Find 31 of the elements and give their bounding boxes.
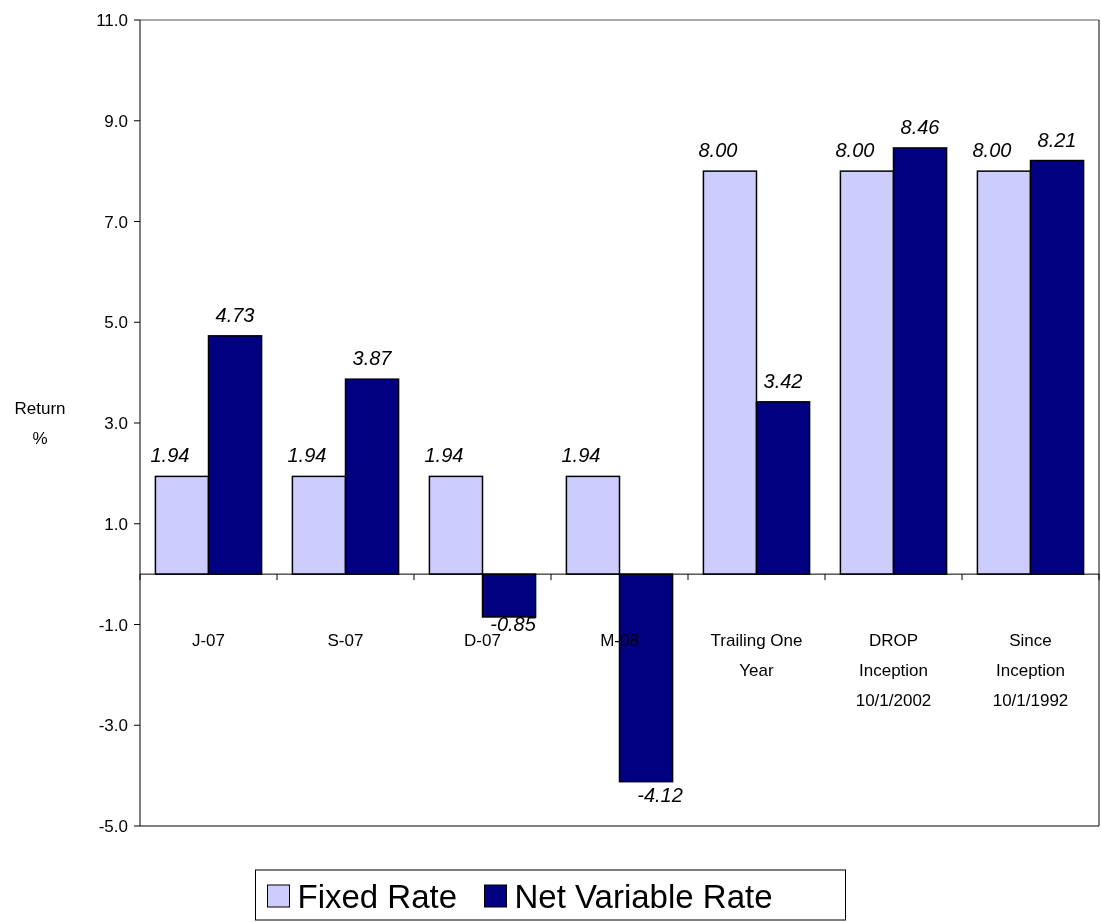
data-label: -4.12 xyxy=(637,783,683,806)
data-label: 3.87 xyxy=(352,347,393,370)
x-tick-label: J-07 xyxy=(191,631,226,651)
data-label: 1.94 xyxy=(287,444,327,467)
data-label: 8.21 xyxy=(1037,128,1077,151)
y-tick-label: 1.0 xyxy=(104,514,128,534)
y-tick-label: 7.0 xyxy=(104,212,128,232)
x-tick-label: Trailing One Year xyxy=(710,631,803,681)
data-label: 1.94 xyxy=(150,444,190,467)
y-tick-label: -5.0 xyxy=(98,817,128,836)
data-label: 8.00 xyxy=(698,139,738,162)
y-tick-label: 11.0 xyxy=(96,11,128,30)
y-tick-label: 9.0 xyxy=(104,111,128,131)
y-tick-label: 5.0 xyxy=(104,313,128,333)
data-label: 1.94 xyxy=(424,444,464,467)
y-tick-label: -1.0 xyxy=(98,615,128,635)
y-axis-title: Return % xyxy=(14,399,66,448)
x-tick-label: S-07 xyxy=(327,631,364,651)
legend-label: Net Variable Rate xyxy=(514,878,773,915)
x-tick-label: M-08 xyxy=(600,631,639,651)
data-label: 8.00 xyxy=(972,139,1012,162)
y-tick-label: 3.0 xyxy=(104,414,128,433)
x-tick-label: DROP Inception 10/1/2002 xyxy=(855,631,932,711)
data-label: 8.00 xyxy=(835,139,875,162)
y-tick-label: -3.0 xyxy=(98,716,128,736)
data-label: 1.94 xyxy=(561,444,601,467)
data-label: 4.73 xyxy=(215,303,255,326)
legend-label: Fixed Rate xyxy=(297,878,458,915)
data-label: 3.42 xyxy=(763,369,803,392)
data-label: 8.46 xyxy=(900,115,941,138)
x-tick-label: Since Inception 10/1/1992 xyxy=(992,631,1069,711)
